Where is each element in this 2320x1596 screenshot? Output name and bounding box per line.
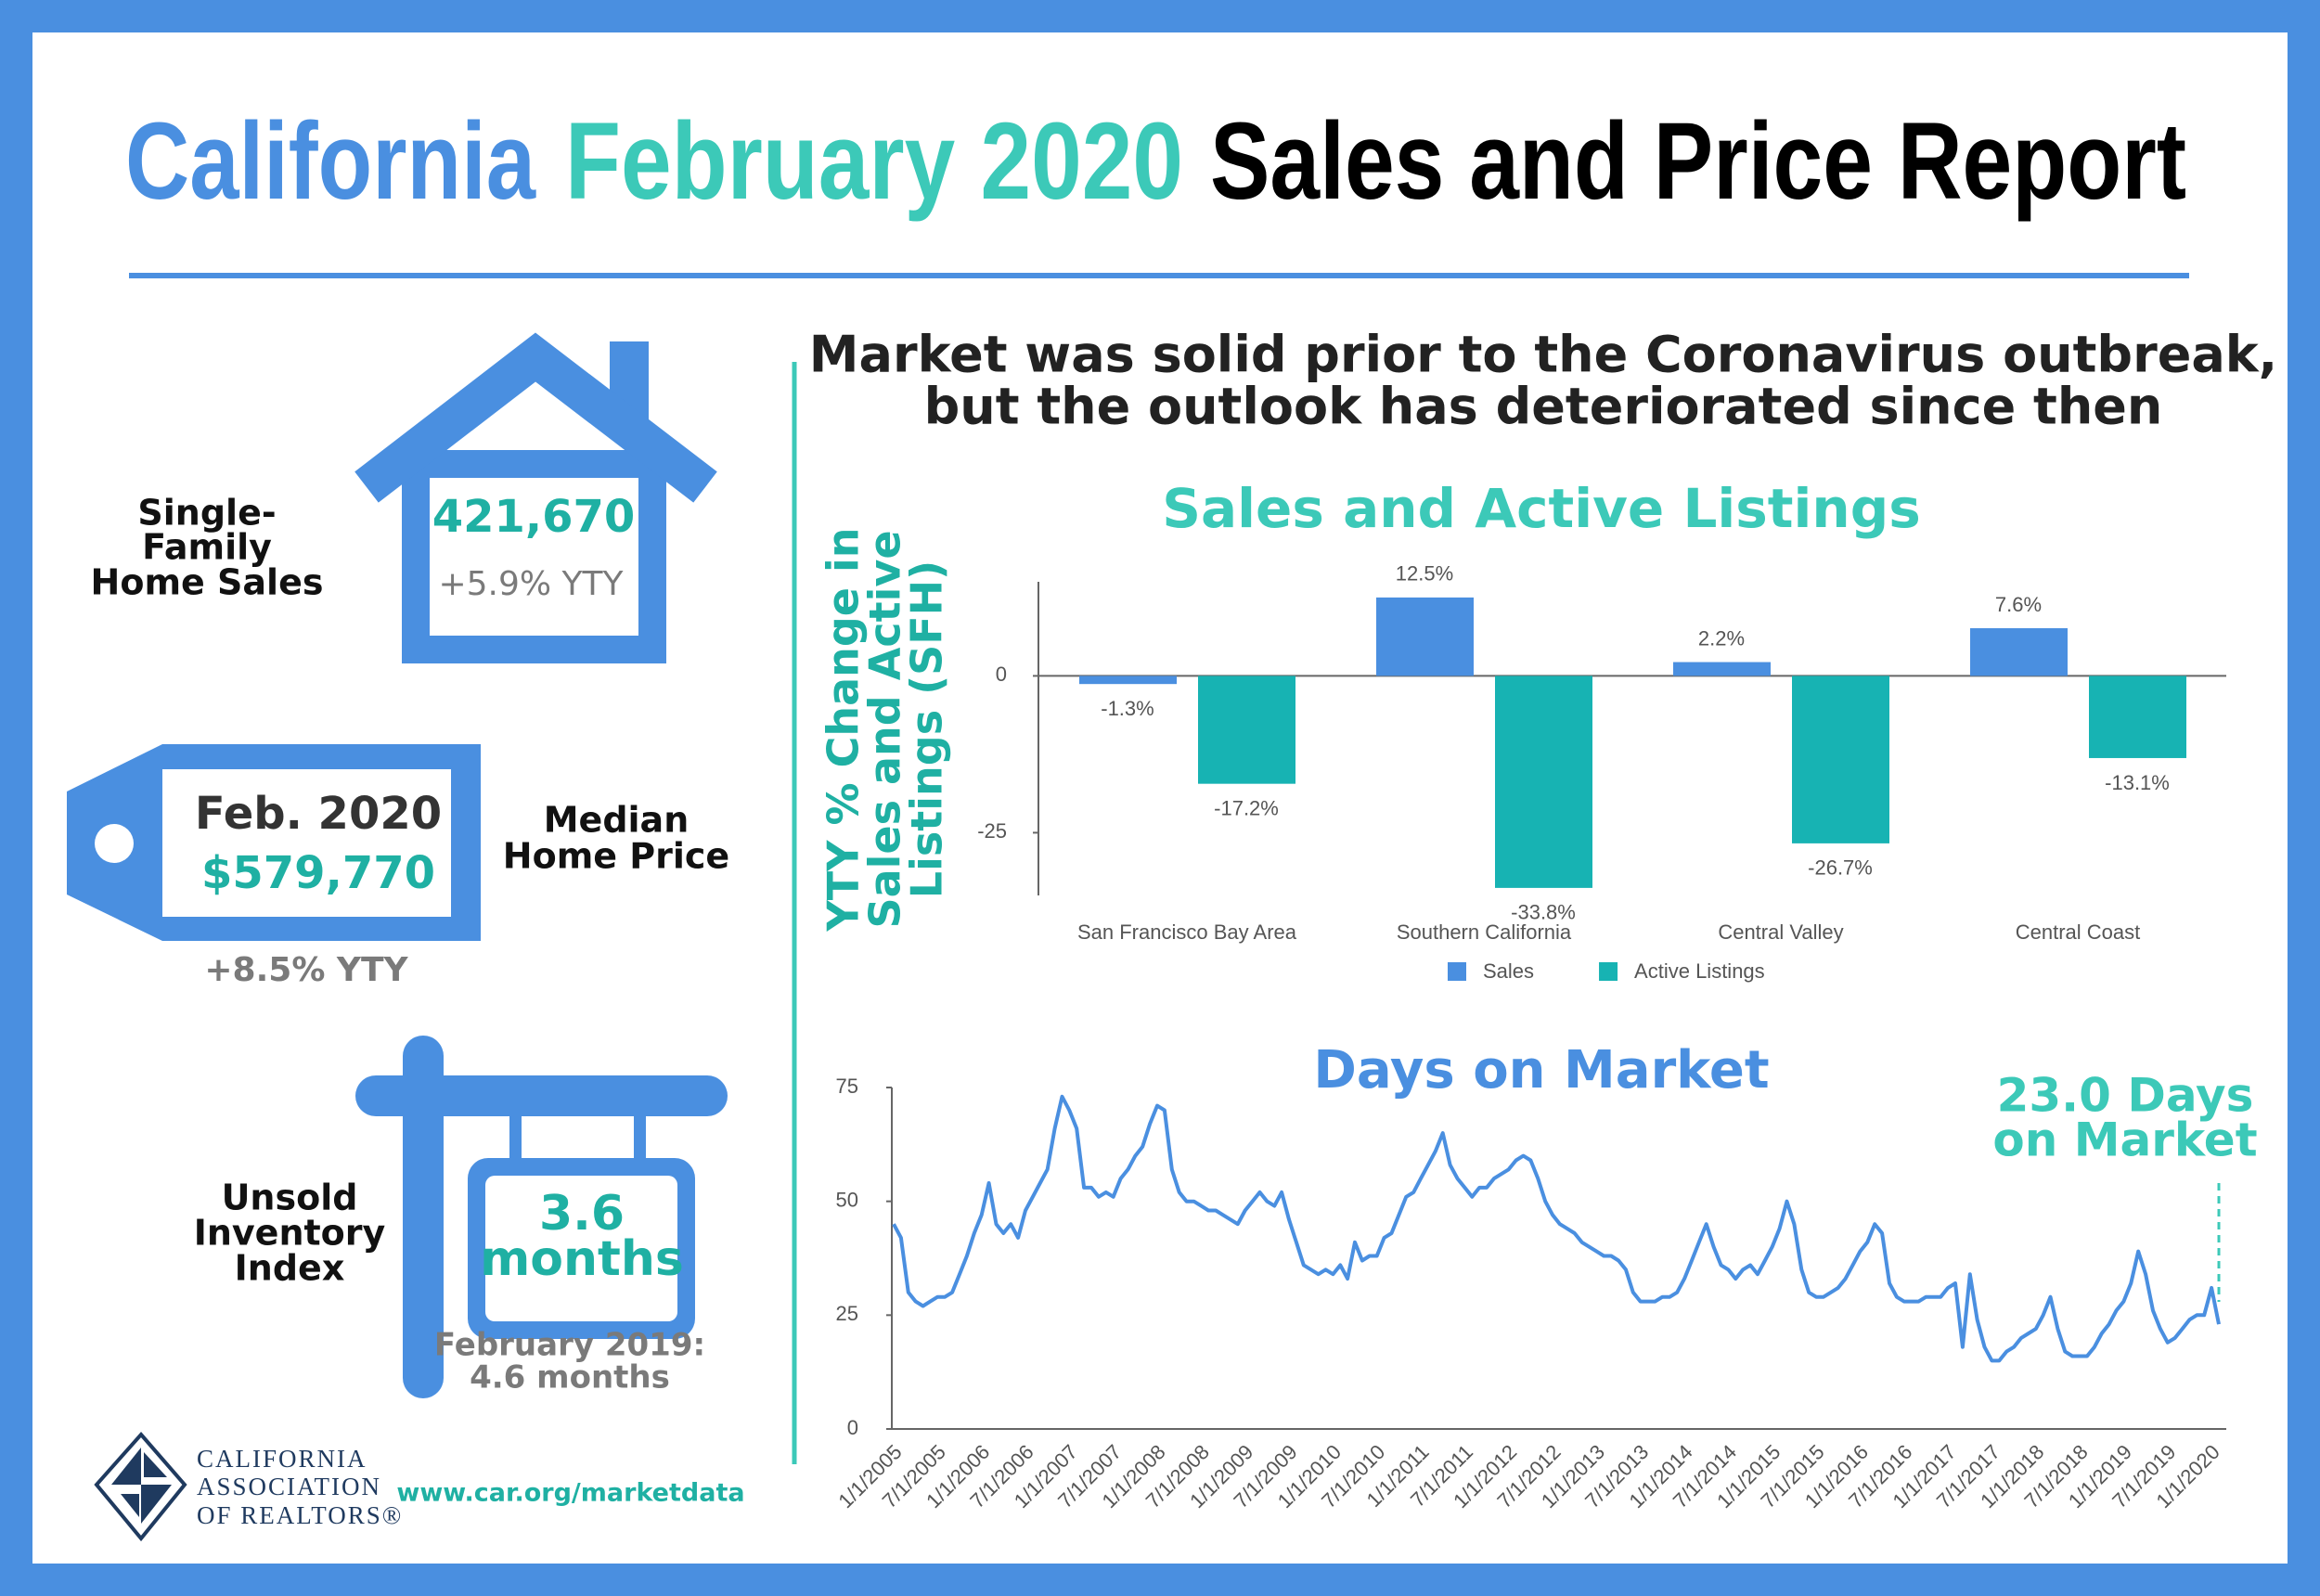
- footer-url[interactable]: www.car.org/marketdata: [396, 1479, 744, 1508]
- logo-emblem: [94, 1431, 187, 1542]
- price-tag-icon: [67, 744, 481, 941]
- panel-label: Single-: [137, 493, 276, 534]
- title-part: California: [125, 100, 536, 223]
- price-change: +8.5% YTY: [204, 951, 408, 989]
- chart-title: Sales and Active Listings: [1162, 477, 1921, 540]
- bar: [1376, 597, 1474, 676]
- value-label: 12.5%: [1396, 562, 1453, 586]
- annotation: on Market: [1992, 1113, 2257, 1167]
- headline: Market was solid prior to the Coronaviru…: [809, 326, 2277, 384]
- value-label: 2.2%: [1698, 626, 1745, 650]
- sales-change: +5.9% YTY: [438, 565, 624, 603]
- house-icon: [354, 332, 717, 663]
- y-axis-label: Listings (SFH): [902, 560, 952, 898]
- inventory-comparison: 4.6 months: [470, 1359, 670, 1396]
- logo-line: CALIFORNIA: [197, 1445, 367, 1473]
- headline: but the outlook has deteriorated since t…: [924, 378, 2163, 436]
- chart-title: Days on Market: [1313, 1040, 1769, 1100]
- y-tick-label: 0: [847, 1416, 858, 1439]
- title: California February 2020 Sales and Price…: [125, 100, 2186, 223]
- legend-swatch: [1448, 962, 1466, 981]
- y-tick-label: 0: [996, 663, 1007, 686]
- inventory-value: 3.6: [539, 1186, 625, 1242]
- y-axis-label: YTY % Change in: [818, 527, 869, 932]
- panel-label: Family: [142, 527, 272, 568]
- logo-line: ASSOCIATION: [197, 1473, 381, 1500]
- value-label: -33.8%: [1511, 901, 1576, 924]
- value-label: -26.7%: [1808, 856, 1873, 880]
- panel-label: Home Price: [503, 836, 729, 877]
- panel-label: Inventory: [194, 1213, 386, 1254]
- logo-text: CALIFORNIA ASSOCIATION OF REALTORS®: [197, 1445, 403, 1529]
- value-label: 7.6%: [1995, 593, 2042, 616]
- panel-label: Median: [544, 800, 690, 841]
- title-part: February 2020: [565, 100, 1183, 223]
- x-tick-label: San Francisco Bay Area: [1077, 920, 1297, 944]
- y-tick-label: -25: [977, 819, 1007, 843]
- bar: [1970, 628, 2068, 676]
- bar: [1673, 662, 1771, 676]
- y-axis-label: Sales and Active: [860, 530, 910, 928]
- price-value: $579,770: [201, 847, 435, 899]
- value-label: -17.2%: [1214, 796, 1279, 819]
- bar: [1079, 676, 1177, 685]
- line-series: [892, 1094, 2221, 1363]
- bar: [2089, 676, 2186, 758]
- y-tick-label: 75: [836, 1075, 858, 1098]
- x-tick-label: Central Valley: [1718, 920, 1843, 944]
- inventory-comparison: February 2019:: [434, 1327, 705, 1364]
- inventory-value: months: [480, 1231, 684, 1287]
- value-label: -13.1%: [2105, 771, 2170, 794]
- bar: [1198, 676, 1295, 784]
- y-tick-label: 25: [836, 1302, 858, 1325]
- value-label: -1.3%: [1101, 697, 1154, 720]
- panel-label: Unsold: [222, 1178, 358, 1218]
- legend-swatch: [1599, 962, 1618, 981]
- sales-value: 421,670: [432, 491, 636, 543]
- logo-line: OF REALTORS®: [197, 1501, 403, 1529]
- legend-label: Sales: [1483, 959, 1534, 983]
- x-tick-label: Central Coast: [2016, 920, 2141, 944]
- title-part: Sales and Price Report: [1210, 100, 2186, 223]
- y-tick-label: 50: [836, 1188, 858, 1211]
- bar: [1792, 676, 1889, 843]
- legend-label: Active Listings: [1634, 959, 1765, 983]
- panel-label: Index: [235, 1248, 345, 1289]
- signpost-icon: [355, 1036, 728, 1398]
- panel-label: Home Sales: [91, 562, 324, 603]
- price-period: Feb. 2020: [195, 788, 442, 840]
- annotation: 23.0 Days: [1997, 1069, 2254, 1123]
- x-tick-label: Southern California: [1397, 920, 1572, 944]
- bar: [1495, 676, 1592, 888]
